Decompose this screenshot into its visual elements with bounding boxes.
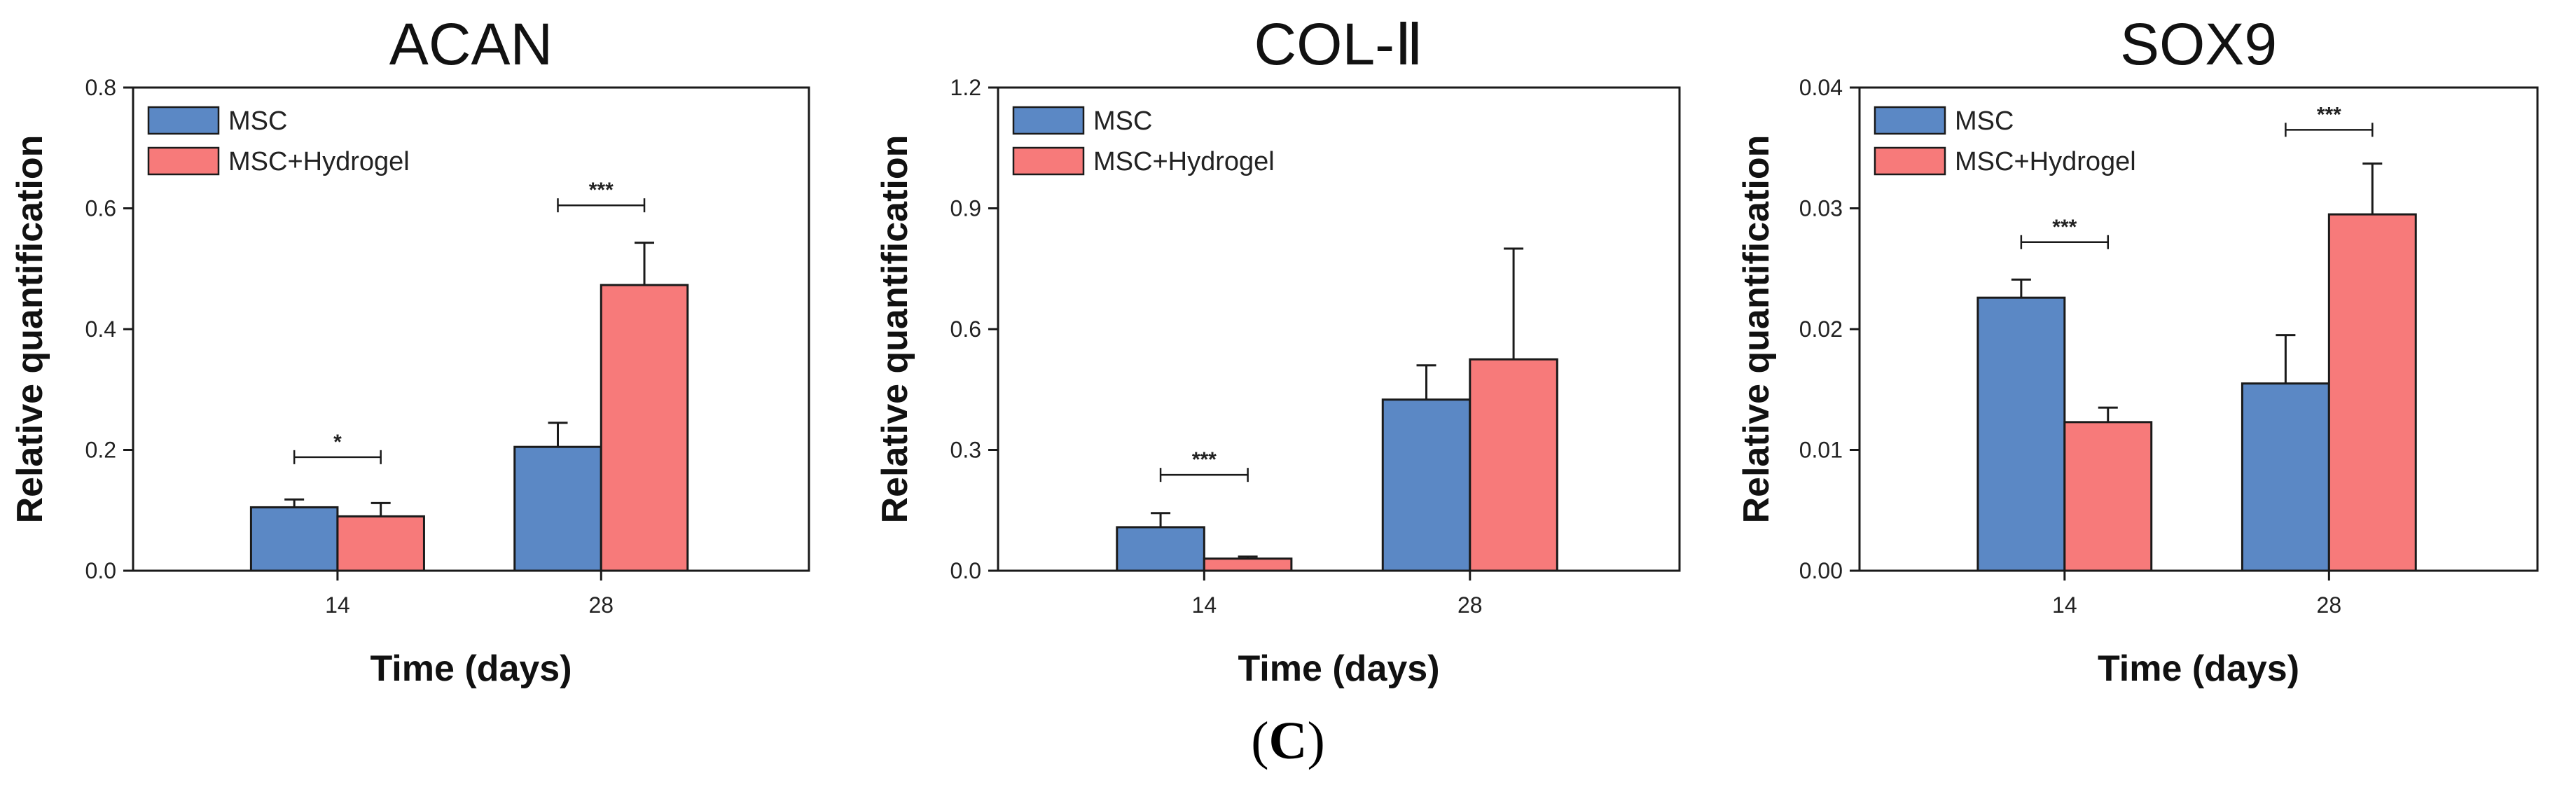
bar-hydrogel xyxy=(600,284,689,572)
panel-label-open: ( xyxy=(1251,711,1269,770)
x-tick-label: 28 xyxy=(1457,592,1483,618)
bar-msc xyxy=(1381,398,1471,572)
y-tick-label: 0.3 xyxy=(950,438,981,463)
y-tick-label: 0.8 xyxy=(85,75,116,100)
y-tick-label: 0.6 xyxy=(85,196,116,221)
panel-label-close: ) xyxy=(1307,711,1325,770)
y-axis-label: Relative quantification xyxy=(10,135,50,524)
chart-title: COL-Ⅱ xyxy=(1254,11,1423,77)
legend: MSC MSC+Hydrogel xyxy=(147,106,410,176)
significance-label: *** xyxy=(589,179,614,202)
y-axis-label: Relative quantification xyxy=(875,135,915,524)
y-tick-label: 0.04 xyxy=(1799,75,1843,100)
y-tick-label: 0.4 xyxy=(85,317,116,342)
legend-label: MSC xyxy=(1955,106,2014,136)
bar-msc xyxy=(513,445,602,572)
significance-label: *** xyxy=(1192,448,1217,471)
bar-msc xyxy=(2241,382,2330,572)
y-tick-label: 0.01 xyxy=(1799,438,1843,463)
x-axis-label: Time (days) xyxy=(2098,648,2299,689)
legend-label: MSC+Hydrogel xyxy=(1955,147,2136,176)
y-tick-label: 0.2 xyxy=(85,438,116,463)
x-tick-label: 28 xyxy=(2317,592,2342,618)
significance-bracket: *** xyxy=(2020,216,2110,249)
x-tick-label: 14 xyxy=(2052,592,2077,618)
significance-bracket: *** xyxy=(2285,103,2374,137)
significance-label: *** xyxy=(2052,216,2077,239)
plot-frame xyxy=(132,86,810,572)
bar-hydrogel xyxy=(1469,358,1558,572)
bar-hydrogel xyxy=(1203,557,1293,572)
bar-hydrogel xyxy=(2327,213,2417,572)
chart-0: ACAN Relative quantification Time (days) 0.… xyxy=(10,11,810,689)
significance-bracket: * xyxy=(293,431,382,464)
chart-title: ACAN xyxy=(389,11,553,77)
legend: MSC MSC+Hydrogel xyxy=(1012,106,1275,176)
significance-bracket: *** xyxy=(557,179,646,213)
y-tick-label: 0.9 xyxy=(950,196,981,221)
legend: MSC MSC+Hydrogel xyxy=(1874,106,2136,176)
panel-label: (C) xyxy=(0,711,2576,772)
y-tick-label: 0.0 xyxy=(950,558,981,583)
legend-swatch xyxy=(147,106,220,135)
legend-swatch xyxy=(1874,106,1946,135)
y-tick-label: 0.6 xyxy=(950,317,981,342)
y-tick-label: 0.0 xyxy=(85,558,116,583)
plot-frame xyxy=(997,86,1681,572)
y-tick-label: 0.03 xyxy=(1799,196,1843,221)
y-tick-label: 0.02 xyxy=(1799,317,1843,342)
y-tick-label: 1.2 xyxy=(950,75,981,100)
x-tick-label: 14 xyxy=(1192,592,1217,618)
bar-hydrogel xyxy=(336,515,425,572)
bar-hydrogel xyxy=(2063,421,2153,572)
significance-label: * xyxy=(333,431,342,454)
legend-swatch xyxy=(1874,146,1946,176)
x-axis-label: Time (days) xyxy=(1238,648,1439,689)
plot-frame xyxy=(1858,86,2539,572)
y-tick-label: 0.00 xyxy=(1799,558,1843,583)
legend-label: MSC xyxy=(1093,106,1152,136)
x-axis-label: Time (days) xyxy=(370,648,572,689)
bar-msc xyxy=(249,506,339,572)
legend-swatch xyxy=(147,146,220,176)
legend-swatch xyxy=(1012,146,1085,176)
y-axis-label: Relative quantification xyxy=(1736,135,1777,524)
legend-label: MSC xyxy=(228,106,287,136)
chart-title: SOX9 xyxy=(2120,11,2277,77)
significance-label: *** xyxy=(2317,103,2341,126)
panel-label-letter: C xyxy=(1268,711,1308,770)
x-tick-label: 14 xyxy=(325,592,350,618)
legend-label: MSC+Hydrogel xyxy=(228,147,410,176)
legend-swatch xyxy=(1012,106,1085,135)
significance-bracket: *** xyxy=(1159,448,1249,482)
bar-msc xyxy=(1976,296,2066,572)
bar-msc xyxy=(1116,526,1205,572)
chart-1: COL-Ⅱ Relative quantification Time (days) 0… xyxy=(875,11,1681,689)
legend-label: MSC+Hydrogel xyxy=(1093,147,1275,176)
chart-2: SOX9 Relative quantification Time (days) 0.… xyxy=(1736,11,2539,689)
x-tick-label: 28 xyxy=(588,592,614,618)
